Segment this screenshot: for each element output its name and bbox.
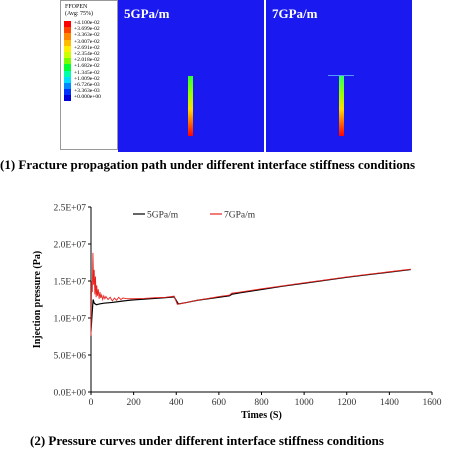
legend-value-label: +1.345e-02 — [74, 69, 100, 76]
legend-swatch — [64, 64, 71, 71]
y-tick-label: 2.0E+07 — [53, 241, 86, 251]
legend-swatch — [64, 82, 71, 90]
y-axis-label: Injection pressure (Pa) — [32, 251, 43, 348]
contour-panel-label: 5GPa/m — [124, 6, 170, 21]
x-ticks: 0 200 400 600 800 1000 1200 1400 1600 — [89, 392, 442, 408]
legend-label: 7GPa/m — [224, 211, 256, 221]
legend-value-label: +3.007e-02 — [74, 38, 100, 45]
x-tick-label: 1000 — [295, 398, 314, 408]
legend-value-label: +1.009e-02 — [74, 75, 100, 82]
legend-swatch — [64, 51, 71, 59]
legend-value-label: +3.699e-02 — [74, 26, 100, 33]
legend-value-label: +3.363e-02 — [74, 32, 100, 39]
legend-value-label: +6.726e-03 — [74, 82, 100, 88]
legend-swatch — [64, 33, 71, 40]
contour-legend: FFOPEN (Avg: 75%) +4.100e-02 +3.699e-02 +3… — [60, 0, 118, 150]
contour-panel-7gpa: 7GPa/m — [266, 0, 412, 152]
fracture-path — [339, 76, 344, 136]
contour-legend-colorbar — [64, 21, 71, 102]
legend-swatch — [64, 76, 71, 83]
legend-swatch — [64, 70, 71, 77]
series-layer — [90, 252, 411, 336]
legend-swatch — [64, 58, 71, 65]
legend-value-label: +2.354e-02 — [74, 51, 100, 57]
x-tick-label: 1200 — [337, 398, 356, 408]
y-tick-label: 1.5E+07 — [53, 278, 86, 288]
pressure-chart: 0 200 400 600 800 1000 1200 1400 1600 0.0E+00 5.0… — [32, 204, 442, 422]
caption-pressure: (2) Pressure curves under different inte… — [30, 433, 384, 448]
x-tick-label: 0 — [89, 398, 94, 408]
y-tick-label: 5.0E+06 — [53, 352, 86, 362]
contour-legend-subtitle: (Avg: 75%) — [65, 11, 94, 17]
legend-swatch — [64, 45, 71, 52]
x-tick-label: 800 — [254, 398, 269, 408]
legend-swatch — [64, 39, 71, 46]
x-tick-label: 600 — [212, 398, 227, 408]
x-tick-label: 1600 — [423, 398, 442, 408]
x-tick-label: 200 — [127, 398, 142, 408]
legend-value-label: +3.363e-03 — [74, 88, 100, 95]
contour-panel-label: 7GPa/m — [272, 6, 318, 21]
legend-value-label: +2.691e-02 — [74, 44, 100, 51]
x-tick-label: 1400 — [380, 398, 399, 408]
caption-fracture: (1) Fracture propagation path under diff… — [0, 157, 416, 172]
series-line-0 — [90, 268, 411, 332]
legend-swatch — [64, 89, 71, 96]
y-ticks: 0.0E+00 5.0E+06 1.0E+07 1.5E+07 2.0E+07 2.5E+… — [53, 204, 91, 399]
legend-value-label: +0.000e+00 — [74, 94, 101, 101]
legend-value-label: +2.018e-02 — [74, 57, 100, 64]
legend-value-label: +4.100e-02 — [74, 20, 100, 26]
y-tick-label: 1.0E+07 — [53, 315, 86, 325]
y-tick-label: 2.5E+07 — [53, 204, 86, 214]
y-tick-label: 0.0E+00 — [53, 389, 86, 399]
series-line-1 — [90, 252, 411, 336]
legend-swatch — [64, 21, 71, 28]
legend-label: 5GPa/m — [147, 211, 179, 221]
chart-legend: 5GPa/m 7GPa/m — [133, 211, 256, 221]
legend-swatch — [64, 27, 71, 34]
fracture-path — [188, 76, 193, 136]
x-axis-label: Times (S) — [241, 410, 282, 421]
contour-legend-title: FFOPEN — [65, 4, 88, 10]
legend-value-label: +1.682e-02 — [74, 63, 100, 70]
legend-swatch — [64, 95, 71, 102]
x-tick-label: 400 — [169, 398, 184, 408]
fracture-tip — [328, 75, 354, 76]
contour-panel-5gpa: 5GPa/m — [118, 0, 264, 152]
